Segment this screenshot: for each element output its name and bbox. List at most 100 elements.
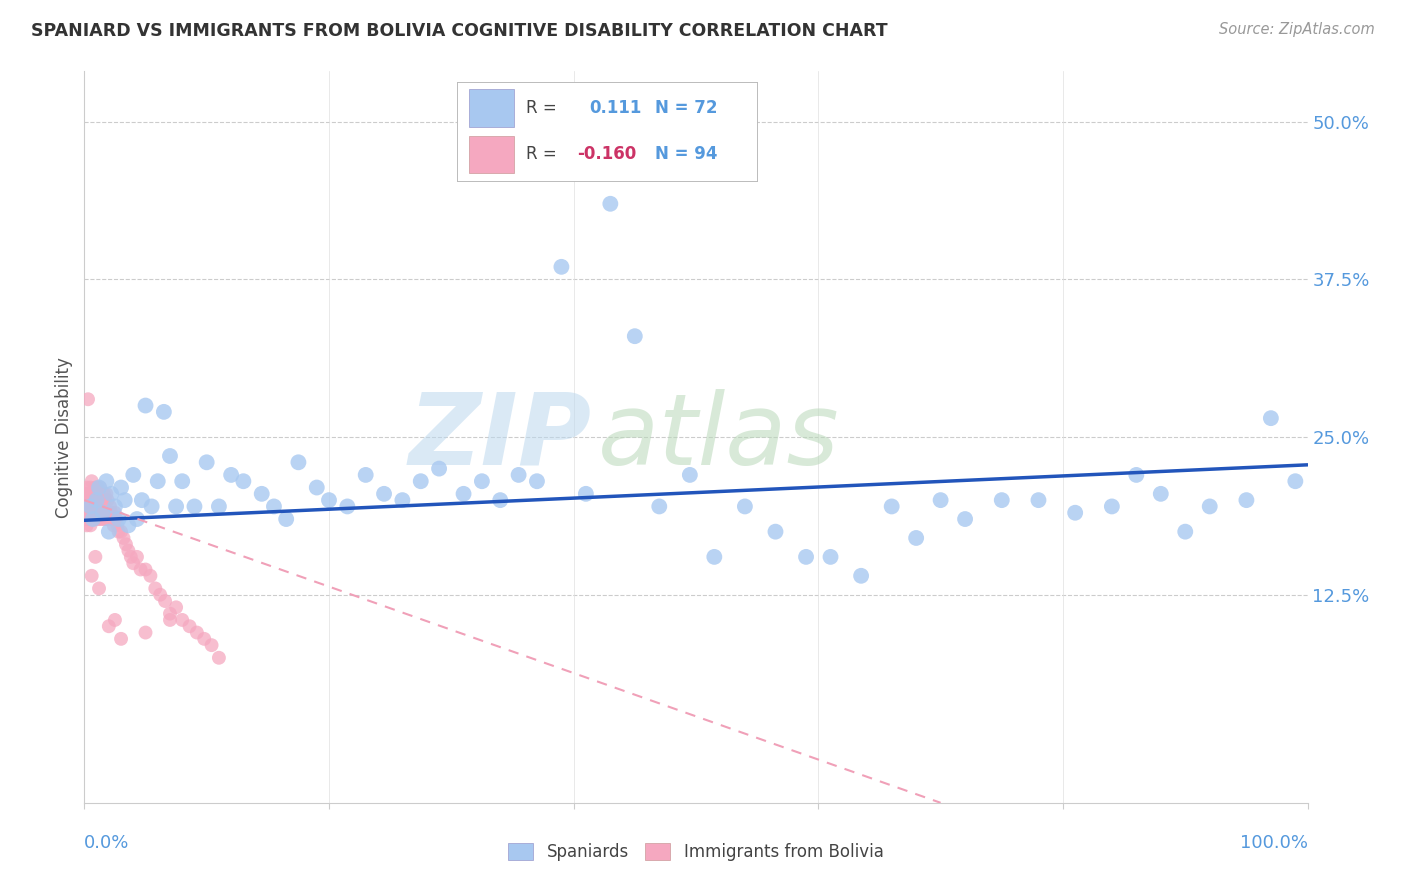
Point [104,500,127,514]
Point [575,487,598,501]
Point [1028,493,1050,508]
Point [100,487,122,501]
Point [86,500,108,514]
Point [125,512,148,526]
Point [96,474,118,488]
Point [991,493,1014,508]
Point [91,506,114,520]
Point [703,549,725,564]
Point [84,506,107,520]
Point [489,493,512,508]
Point [153,405,176,419]
Point [75,500,97,514]
Point [86,493,108,508]
Point [153,594,176,608]
Point [94,506,117,520]
Point [76,506,98,520]
Point [84,493,107,508]
Point [250,487,273,501]
Point [146,474,169,488]
Point [82,493,104,508]
Point [159,449,181,463]
Point [135,625,157,640]
Point [105,512,128,526]
Point [80,474,103,488]
Point [76,481,98,495]
Point [318,493,340,508]
Point [131,493,153,508]
Point [77,487,100,501]
Point [1101,500,1123,514]
Point [287,455,309,469]
Text: SPANIARD VS IMMIGRANTS FROM BOLIVIA COGNITIVE DISABILITY CORRELATION CHART: SPANIARD VS IMMIGRANTS FROM BOLIVIA COGN… [31,22,887,40]
Point [143,582,166,596]
Point [427,461,450,475]
Point [79,493,101,508]
Point [648,500,671,514]
Point [125,549,148,564]
Point [953,512,976,526]
Point [84,549,107,564]
Point [122,467,145,482]
Point [97,493,120,508]
Point [880,500,903,514]
Point [139,569,162,583]
Point [77,392,100,407]
Text: Source: ZipAtlas.com: Source: ZipAtlas.com [1219,22,1375,37]
Point [114,493,136,508]
Y-axis label: Cognitive Disability: Cognitive Disability [55,357,73,517]
Point [77,512,100,526]
Point [110,524,132,539]
Point [83,512,105,526]
Point [1174,524,1197,539]
Point [200,638,222,652]
Point [122,556,145,570]
Point [77,512,100,526]
Text: atlas: atlas [598,389,839,485]
Point [117,518,139,533]
Point [103,518,125,533]
Point [115,537,138,551]
Point [117,543,139,558]
Point [208,650,231,665]
Point [929,493,952,508]
Point [96,512,118,526]
Point [820,549,842,564]
Point [471,474,494,488]
Point [82,512,104,526]
Point [219,467,242,482]
Point [165,500,187,514]
Point [679,467,702,482]
Point [87,512,110,526]
Point [1236,493,1258,508]
Point [1284,474,1306,488]
Point [1125,467,1147,482]
Point [1064,506,1087,520]
Point [80,569,103,583]
Text: 0.0%: 0.0% [84,834,129,853]
Point [354,467,377,482]
Point [76,518,98,533]
Point [77,493,100,508]
Point [87,493,110,508]
Point [87,500,110,514]
Point [232,474,254,488]
Point [97,619,120,633]
Point [75,487,97,501]
Point [86,487,108,501]
Point [98,500,121,514]
Point [75,512,97,526]
Point [89,493,111,508]
Point [508,467,530,482]
Point [97,524,120,539]
Point [83,500,105,514]
Legend: Spaniards, Immigrants from Bolivia: Spaniards, Immigrants from Bolivia [502,836,890,868]
Point [172,613,194,627]
Point [101,512,124,526]
Point [76,493,98,508]
Point [149,588,172,602]
Point [526,474,548,488]
Point [195,455,218,469]
Point [263,500,285,514]
Point [624,329,647,343]
